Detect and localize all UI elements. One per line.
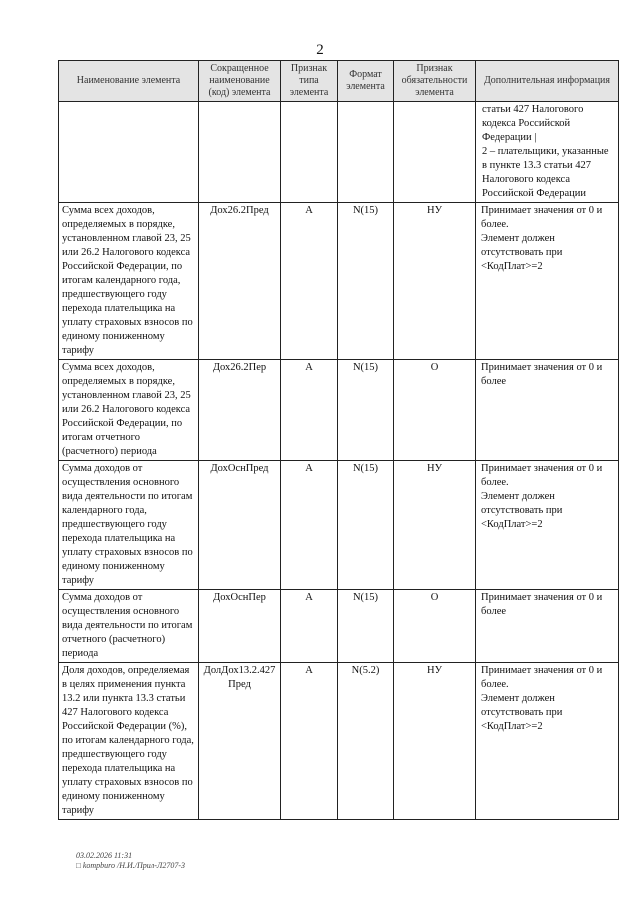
header-cell: Признак типа элемента <box>280 60 338 102</box>
header-row: Наименование элемента Сокращенное наимен… <box>58 60 619 102</box>
info-cell: Принимает значения от 0 и более. Элемент… <box>475 460 619 590</box>
table-row: Сумма доходов от осуществления основного… <box>58 589 619 663</box>
table-row: Сумма всех доходов, определяемых в поряд… <box>58 202 619 360</box>
code-cell: ДохОснПред <box>198 460 281 590</box>
header-cell: Формат элемента <box>337 60 394 102</box>
header-cell: Сокращенное наименование (код) элемента <box>198 60 281 102</box>
format-cell: N(5.2) <box>337 662 394 820</box>
code-cell: ДолДох13.2.427 Пред <box>198 662 281 820</box>
table-row: Сумма доходов от осуществления основного… <box>58 460 619 590</box>
name-cell: Сумма доходов от осуществления основного… <box>58 460 199 590</box>
req-cell: НУ <box>393 460 476 590</box>
format-cell: N(15) <box>337 589 394 663</box>
table-row: Доля доходов, определяемая в целях приме… <box>58 662 619 820</box>
name-cell: Сумма доходов от осуществления основного… <box>58 589 199 663</box>
req-cell: НУ <box>393 662 476 820</box>
code-cell: Дох26.2Пер <box>198 359 281 461</box>
code-cell: Дох26.2Пред <box>198 202 281 360</box>
elements-table: Наименование элемента Сокращенное наимен… <box>58 60 619 820</box>
type-cell: А <box>280 662 338 820</box>
name-cell: Сумма всех доходов, определяемых в поряд… <box>58 359 199 461</box>
format-cell: N(15) <box>337 202 394 360</box>
req-cell: О <box>393 589 476 663</box>
info-cell: статьи 427 Налогового кодекса Российской… <box>475 101 619 203</box>
req-cell: О <box>393 359 476 461</box>
info-cell: Принимает значения от 0 и более <box>475 589 619 663</box>
footer-ref: □ kompburo /Н.И./Прил-Л2707-3 <box>76 861 185 870</box>
header-cell: Дополнительная информация <box>475 60 619 102</box>
type-cell: А <box>280 589 338 663</box>
page-number: 2 <box>316 42 324 58</box>
header-cell: Признак обязательности элемента <box>393 60 476 102</box>
info-cell: Принимает значения от 0 и более. Элемент… <box>475 662 619 820</box>
table-row: Сумма всех доходов, определяемых в поряд… <box>58 359 619 461</box>
code-cell: ДохОснПер <box>198 589 281 663</box>
type-cell: А <box>280 202 338 360</box>
type-cell: А <box>280 460 338 590</box>
info-cell: Принимает значения от 0 и более <box>475 359 619 461</box>
table-row-continuation: статьи 427 Налогового кодекса Российской… <box>58 101 619 203</box>
footer: 03.02.2026 11:31 □ kompburo /Н.И./Прил-Л… <box>76 851 185 871</box>
format-cell: N(15) <box>337 359 394 461</box>
format-cell: N(15) <box>337 460 394 590</box>
name-cell: Сумма всех доходов, определяемых в поряд… <box>58 202 199 360</box>
header-cell: Наименование элемента <box>58 60 199 102</box>
info-cell: Принимает значения от 0 и более. Элемент… <box>475 202 619 360</box>
req-cell: НУ <box>393 202 476 360</box>
name-cell: Доля доходов, определяемая в целях приме… <box>58 662 199 820</box>
footer-date: 03.02.2026 11:31 <box>76 851 133 860</box>
type-cell: А <box>280 359 338 461</box>
